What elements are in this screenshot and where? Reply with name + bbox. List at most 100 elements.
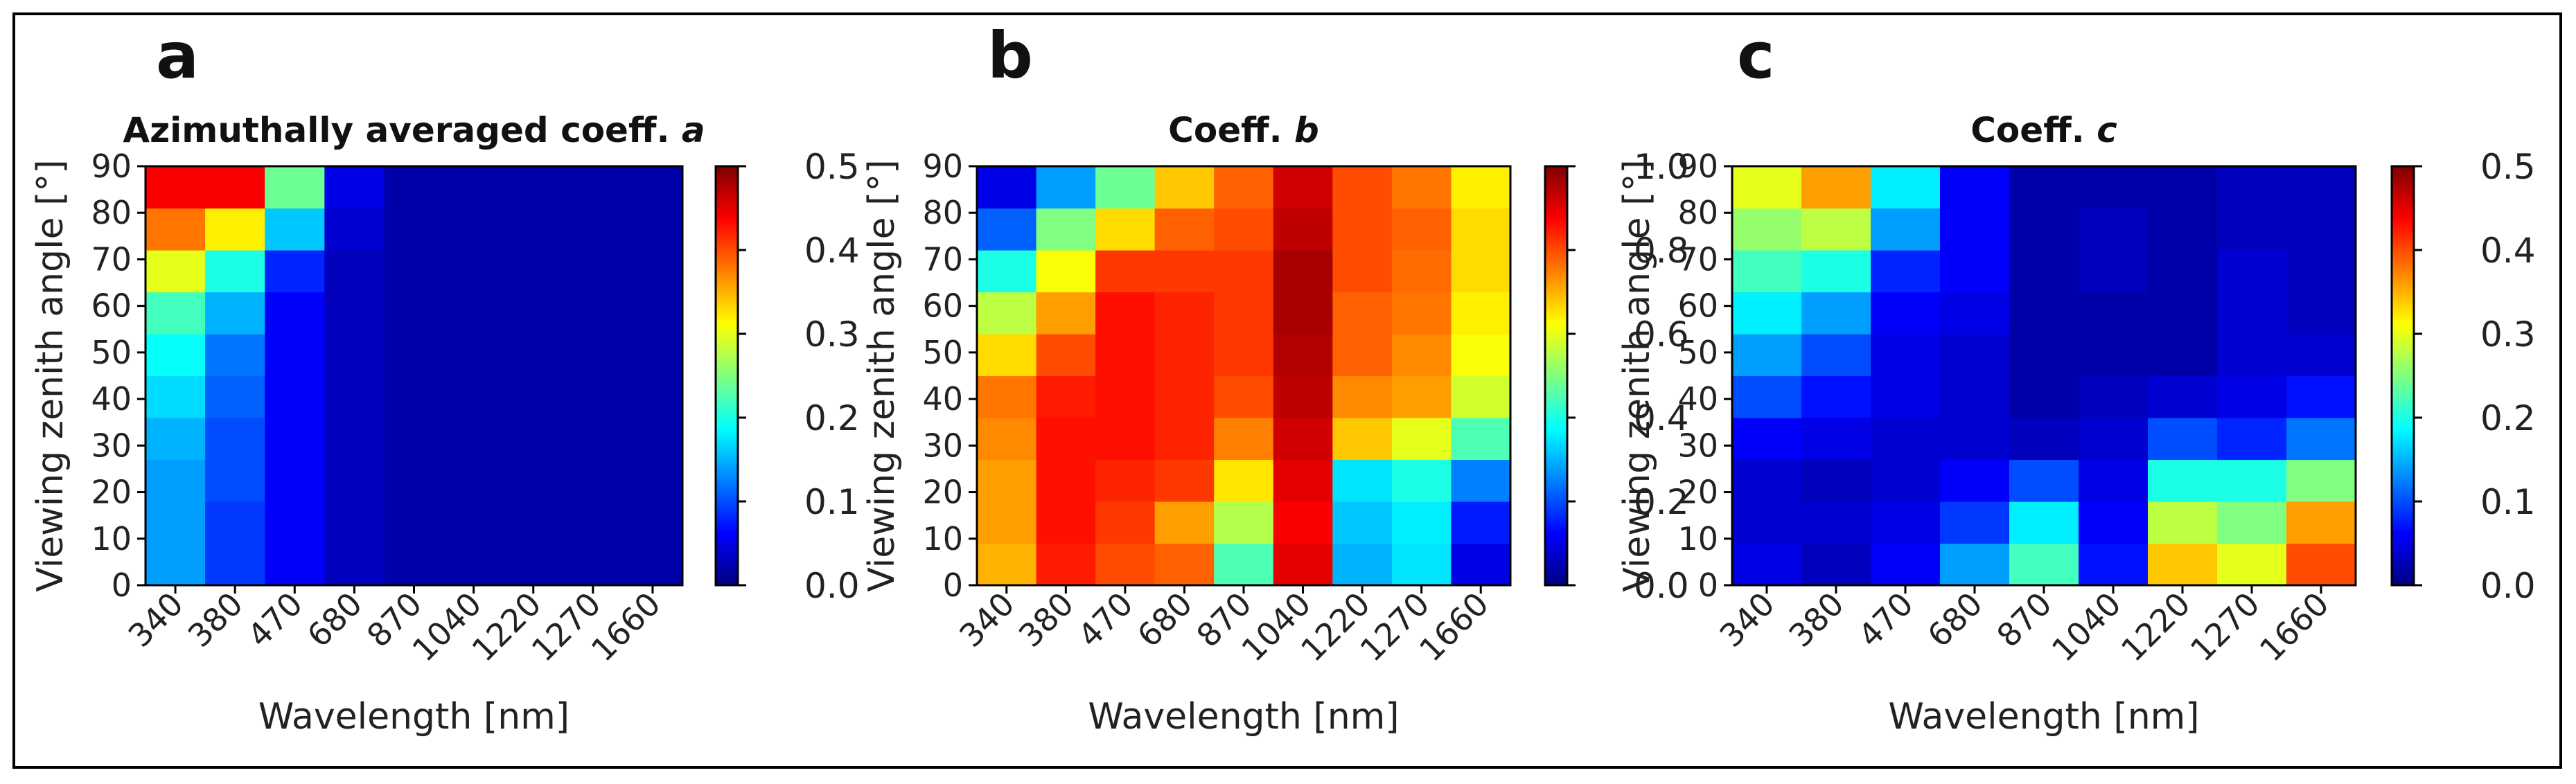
colorbar-segment <box>1545 187 1567 191</box>
heatmap-cell <box>563 292 624 335</box>
heatmap-cell <box>2286 208 2356 251</box>
figure-frame <box>12 12 2562 769</box>
colorbar-segment <box>716 271 738 275</box>
colorbar-segment <box>1545 292 1567 296</box>
colorbar-segment <box>716 201 738 206</box>
colorbar-segment <box>2392 476 2414 481</box>
heatmap-cell <box>443 292 504 335</box>
colorbar-segment <box>2392 571 2414 576</box>
colorbar-segment <box>2392 330 2414 335</box>
y-tick-label: 70 <box>1677 240 1718 278</box>
colorbar-segment <box>1545 476 1567 481</box>
y-tick-label: 30 <box>91 427 132 464</box>
colorbar-segment <box>716 543 738 548</box>
heatmap-cell <box>1391 543 1452 586</box>
heatmap-cell <box>1214 250 1274 293</box>
heatmap-cell <box>1214 292 1274 335</box>
heatmap-cell <box>2148 166 2218 209</box>
heatmap-cell <box>1036 459 1096 502</box>
heatmap-cell <box>1154 543 1215 586</box>
colorbar-segment <box>1545 180 1567 184</box>
heatmap-cell <box>977 459 1037 502</box>
y-tick-label: 20 <box>922 474 963 511</box>
colorbar-segment <box>1545 564 1567 569</box>
colorbar-segment <box>2392 201 2414 206</box>
colorbar-segment <box>2392 435 2414 439</box>
colorbar-segment <box>2392 344 2414 348</box>
y-tick-label: 80 <box>1677 194 1718 231</box>
colorbar-segment <box>1545 581 1567 586</box>
heatmap-cell <box>2148 292 2218 335</box>
heatmap-cell <box>1871 292 1941 335</box>
colorbar-segment <box>716 278 738 282</box>
heatmap-cell <box>1095 543 1156 586</box>
heatmap-cell <box>1451 250 1511 293</box>
colorbar-segment <box>2392 400 2414 404</box>
colorbar-segment <box>1545 229 1567 233</box>
heatmap-cell <box>1273 166 1333 209</box>
colorbar-segment <box>1545 567 1567 572</box>
colorbar-segment <box>716 490 738 495</box>
heatmap-cell <box>1273 418 1333 461</box>
colorbar-segment <box>716 456 738 461</box>
y-axis-label: Viewing zenith angle [°] <box>30 159 71 591</box>
colorbar-segment <box>2392 362 2414 366</box>
heatmap-cell <box>1095 375 1156 418</box>
heatmap-cell <box>563 543 624 586</box>
colorbar-segment <box>2392 177 2414 181</box>
colorbar-segment <box>1545 483 1567 488</box>
heatmap-cell <box>1801 375 1871 418</box>
heatmap-cell <box>1095 418 1156 461</box>
colorbar-segment <box>1545 201 1567 206</box>
colorbar-segment <box>716 560 738 565</box>
heatmap-cell <box>1095 501 1156 544</box>
heatmap-cell <box>2009 166 2079 209</box>
colorbar-segment <box>2392 299 2414 303</box>
colorbar-segment <box>1545 218 1567 223</box>
colorbar-segment <box>1545 348 1567 352</box>
colorbar-segment <box>716 400 738 404</box>
colorbar-segment <box>2392 487 2414 492</box>
heatmap-cell <box>2286 334 2356 377</box>
colorbar-segment <box>716 522 738 526</box>
heatmap-cell <box>503 208 564 251</box>
colorbar-segment <box>1545 368 1567 373</box>
colorbar-segment <box>716 334 738 338</box>
colorbar-segment <box>2392 483 2414 488</box>
colorbar-tick-label: 0.6 <box>1634 314 1689 355</box>
heatmap-cell <box>622 375 683 418</box>
colorbar-segment <box>716 173 738 177</box>
colorbar-segment <box>716 348 738 352</box>
colorbar-segment <box>716 194 738 198</box>
y-axis-label: Viewing zenith angle [°] <box>1616 159 1658 591</box>
colorbar-segment <box>716 170 738 174</box>
colorbar-segment <box>2392 375 2414 380</box>
heatmap-cell <box>503 166 564 209</box>
colorbar-segment <box>1545 540 1567 544</box>
colorbar-segment <box>1545 278 1567 282</box>
colorbar-segment <box>1545 497 1567 502</box>
colorbar-segment <box>716 389 738 394</box>
colorbar-segment <box>1545 334 1567 338</box>
colorbar-segment <box>2392 316 2414 321</box>
heatmap-cell <box>503 375 564 418</box>
colorbar-segment <box>716 225 738 230</box>
heatmap-cell <box>443 375 504 418</box>
colorbar-segment <box>1545 351 1567 355</box>
heatmap-cell <box>1332 375 1393 418</box>
colorbar-segment <box>716 379 738 384</box>
heatmap-cell <box>384 375 445 418</box>
colorbar-segment <box>716 470 738 474</box>
y-tick-label: 10 <box>922 520 963 558</box>
heatmap-cell <box>2009 292 2079 335</box>
colorbar-segment <box>1545 512 1567 516</box>
heatmap-cell <box>1154 375 1215 418</box>
colorbar-segment <box>716 372 738 377</box>
colorbar-segment <box>2392 480 2414 485</box>
heatmap-cell <box>265 292 325 335</box>
heatmap-cell <box>2286 250 2356 293</box>
colorbar-segment <box>1545 166 1567 170</box>
heatmap-cell <box>1332 543 1393 586</box>
panel-letter: c <box>1737 19 1775 93</box>
colorbar-frame <box>714 165 739 587</box>
